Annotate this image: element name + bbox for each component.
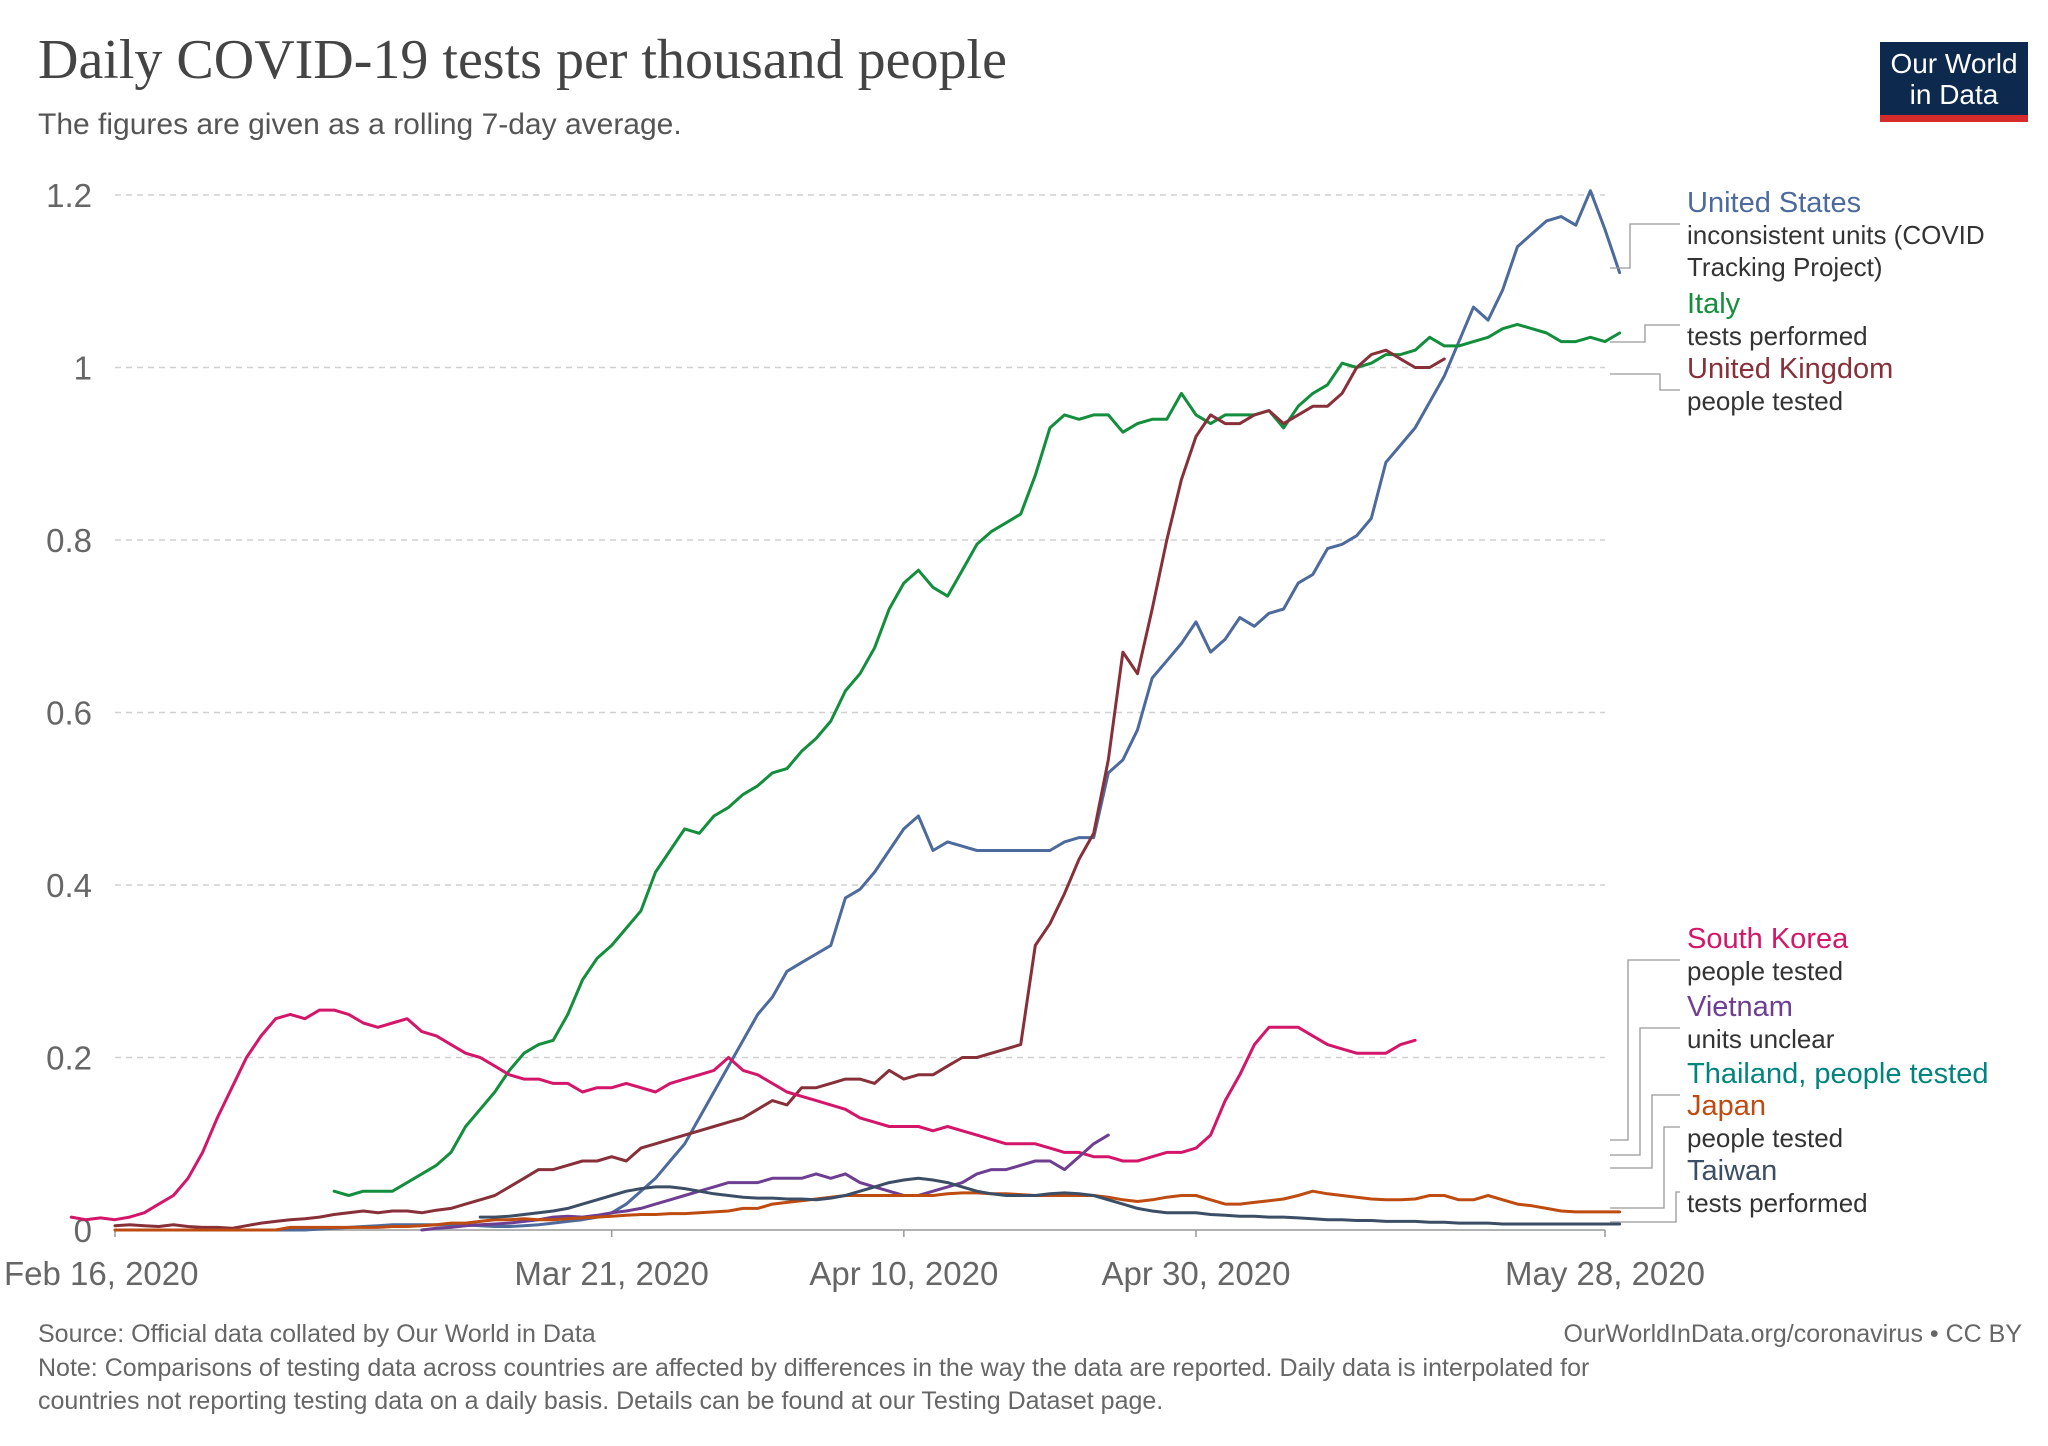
series-line — [113, 348, 1446, 1230]
series-note-label: tests performed — [1687, 1188, 1868, 1218]
series-note-label: people tested — [1687, 1123, 1843, 1153]
y-tick-label: 0 — [74, 1212, 92, 1249]
y-tick-label: 0.8 — [46, 522, 92, 559]
series-note-label: people tested — [1687, 386, 1843, 416]
label-connector — [1610, 1027, 1680, 1156]
label-connector — [1610, 324, 1680, 343]
x-tick-label: Apr 10, 2020 — [809, 1255, 998, 1292]
label-connector — [1610, 373, 1680, 391]
label-connector — [1610, 1126, 1680, 1209]
series-name-label: United Kingdom — [1687, 353, 1893, 385]
series-note-label: inconsistent units (COVID — [1687, 220, 1985, 250]
series-note-label: people tested — [1687, 956, 1843, 986]
series-name-label: Japan — [1687, 1090, 1766, 1122]
y-tick-label: 1.2 — [46, 177, 92, 214]
series-line — [332, 322, 1622, 1197]
series-name-label: Thailand, people tested — [1687, 1058, 1989, 1090]
credit-link[interactable]: OurWorldInData.org/coronavirus • CC BY — [1563, 1320, 2022, 1348]
series-name-label: South Korea — [1687, 923, 1849, 955]
series-line — [69, 1008, 1417, 1222]
x-tick-label: Mar 21, 2020 — [514, 1255, 708, 1292]
series-lines — [69, 189, 1622, 1232]
owid-logo[interactable]: Our World in Data — [1880, 42, 2028, 122]
source-text: Source: Official data collated by Our Wo… — [38, 1320, 596, 1348]
chart-title: Daily COVID-19 tests per thousand people — [38, 29, 1007, 91]
note-line-2: countries not reporting testing data on … — [38, 1387, 1164, 1415]
y-tick-label: 0.4 — [46, 867, 92, 904]
y-tick-label: 0.2 — [46, 1040, 92, 1077]
series-note-label: units unclear — [1687, 1024, 1835, 1054]
series-name-label: United States — [1687, 187, 1861, 219]
chart-subtitle: The figures are given as a rolling 7-day… — [38, 108, 682, 141]
series-line — [274, 189, 1622, 1232]
x-tick-label: May 28, 2020 — [1505, 1255, 1705, 1292]
label-connector — [1610, 1191, 1680, 1223]
label-connector — [1610, 959, 1680, 1141]
y-tick-label: 1 — [74, 350, 92, 387]
y-tick-label: 0.6 — [46, 695, 92, 732]
series-name-label: Italy — [1687, 288, 1741, 320]
label-connector — [1610, 1094, 1680, 1169]
note-line-1: Note: Comparisons of testing data across… — [38, 1354, 1590, 1382]
logo-line-2: in Data — [1909, 79, 1999, 110]
label-connectors — [1610, 223, 1680, 1223]
series-line — [113, 1189, 1622, 1232]
series-line — [478, 1176, 1622, 1226]
label-connector — [1610, 223, 1680, 269]
series-name-label: Taiwan — [1687, 1155, 1777, 1187]
x-tick-label: Feb 16, 2020 — [4, 1255, 199, 1292]
x-axis: Feb 16, 2020 Mar 21, 2020 Apr 10, 2020 Apr … — [4, 1229, 1705, 1292]
x-tick-label: Apr 30, 2020 — [1101, 1255, 1290, 1292]
series-note-label: tests performed — [1687, 321, 1868, 351]
series-note-label: Tracking Project) — [1687, 252, 1883, 282]
logo-line-1: Our World — [1890, 48, 2018, 79]
y-axis-ticks: 0 0.2 0.4 0.6 0.8 1 1.2 — [46, 177, 92, 1249]
grid-lines — [115, 194, 1605, 1059]
series-name-label: Vietnam — [1687, 991, 1793, 1023]
